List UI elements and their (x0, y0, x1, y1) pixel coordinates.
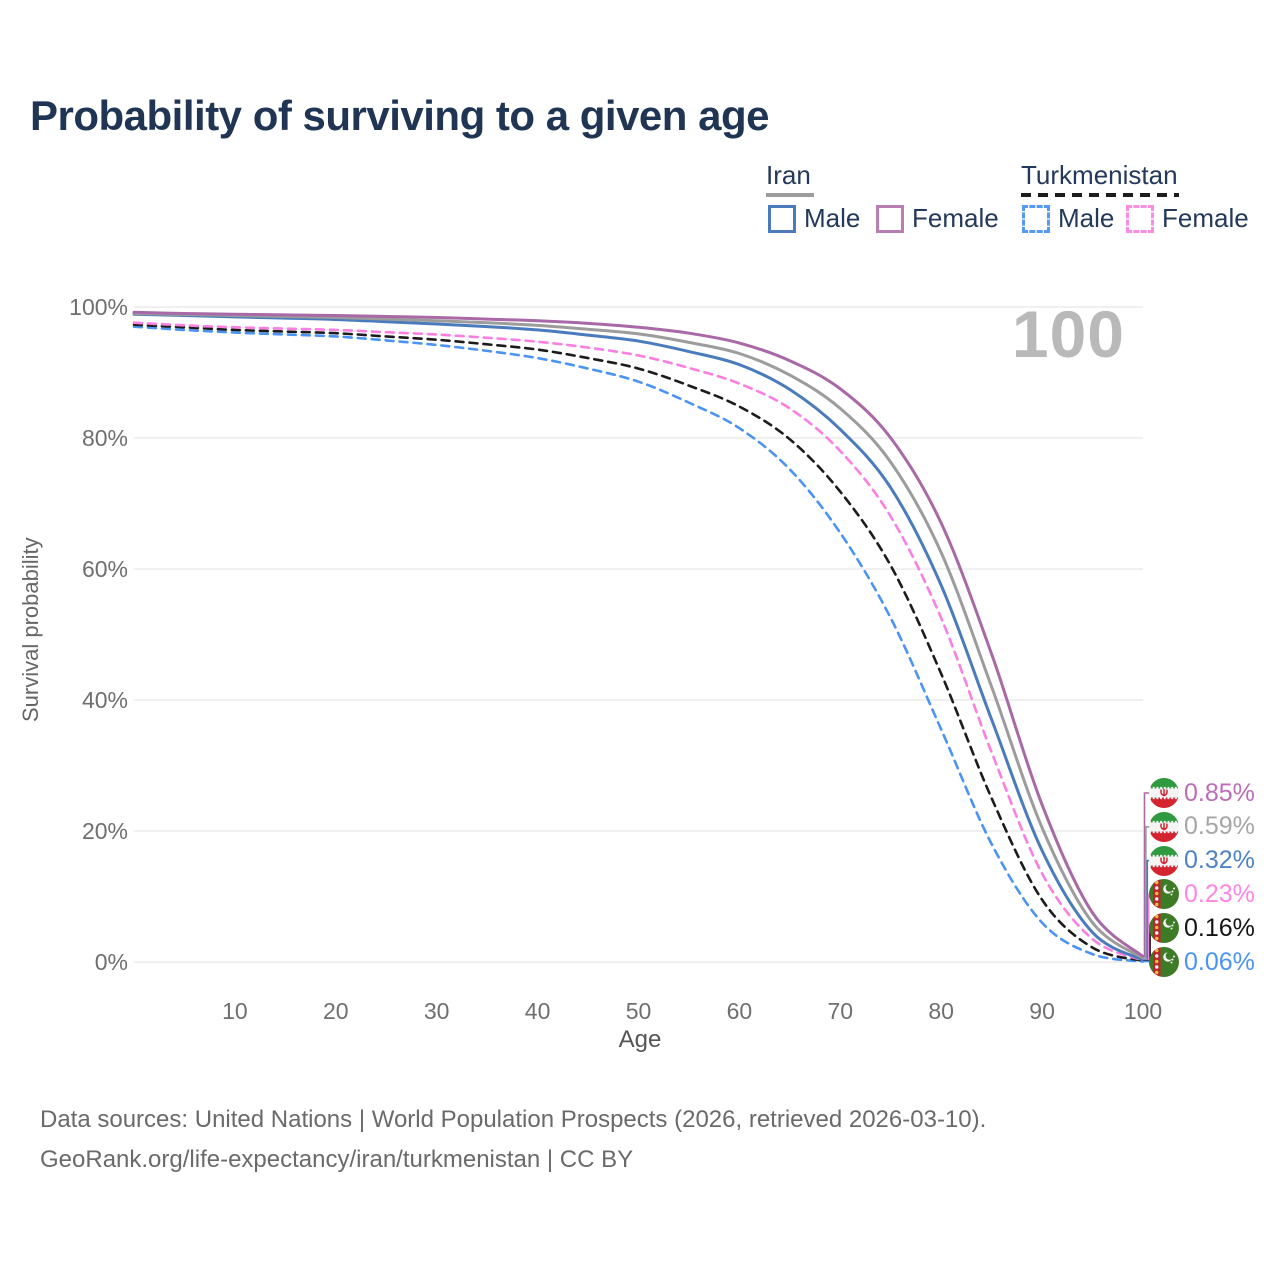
legend-turkmenistan-line-swatch (1021, 193, 1179, 197)
end-label-value: 0.16% (1184, 913, 1255, 942)
legend-checkbox-turkmenistan-female[interactable] (1126, 204, 1154, 233)
series-line-turkmenistan-female (132, 321, 1145, 962)
legend-item-turkmenistan-female[interactable]: Female (1126, 203, 1249, 234)
series-line-iran-female (132, 310, 1145, 958)
end-label-iran-both-sexes: 0.59% (1149, 811, 1255, 843)
series-line-iran-male (132, 312, 1145, 962)
x-tick-70: 70 (827, 998, 854, 1024)
end-label-turkmenistan-female: 0.23% (1149, 878, 1255, 910)
legend-iran-line-swatch (766, 193, 814, 197)
data-sources-text: Data sources: United Nations | World Pop… (40, 1106, 987, 1133)
end-label-iran-male: 0.32% (1149, 845, 1255, 877)
y-tick-0pct: 0% (94, 949, 128, 975)
y-tick-60pct: 60% (81, 556, 128, 582)
x-tick-10: 10 (222, 998, 248, 1024)
end-label-turkmenistan-both-sexes: 0.16% (1149, 912, 1255, 944)
x-tick-60: 60 (726, 998, 753, 1024)
hovered-age-watermark: 100 (1011, 297, 1125, 371)
end-label-value: 0.06% (1184, 947, 1255, 976)
y-tick-40pct: 40% (81, 687, 128, 713)
y-tick-80pct: 80% (81, 425, 128, 451)
legend-item-label: Male (804, 203, 861, 233)
series-line-iran-both-sexes (132, 312, 1145, 960)
end-label-value: 0.59% (1184, 812, 1255, 841)
end-label-value: 0.32% (1184, 846, 1255, 875)
x-tick-20: 20 (323, 998, 349, 1024)
x-tick-50: 50 (625, 998, 652, 1024)
legend-item-iran-female[interactable]: Female (876, 203, 999, 234)
y-tick-100pct: 100% (69, 294, 128, 320)
attribution-text: GeoRank.org/life-expectancy/iran/turkmen… (40, 1146, 634, 1173)
legend-item-label: Female (912, 203, 999, 233)
legend-checkbox-iran-male[interactable] (768, 204, 796, 233)
y-tick-20pct: 20% (81, 818, 128, 844)
page-title: Probability of surviving to a given age (30, 92, 769, 139)
turkmenistan-flag-icon (1149, 879, 1179, 910)
x-axis-label: Age (618, 1026, 662, 1053)
iran-flag-icon (1149, 811, 1179, 842)
x-tick-90: 90 (1029, 998, 1055, 1024)
end-label-turkmenistan-male: 0.06% (1149, 946, 1255, 978)
legend-item-turkmenistan-male[interactable]: Male (1022, 203, 1114, 234)
iran-flag-icon (1149, 845, 1179, 876)
end-label-connector-iran-both-sexes (1143, 826, 1150, 959)
plot-hover-area[interactable] (134, 307, 1143, 962)
legend-group-iran[interactable]: Iran (766, 160, 811, 190)
y-axis-label: Survival probability (18, 537, 43, 723)
end-label-iran-female: 0.85% (1149, 777, 1255, 809)
legend-checkbox-turkmenistan-male[interactable] (1022, 204, 1050, 233)
series-line-turkmenistan-male (132, 325, 1145, 963)
end-label-value: 0.23% (1184, 879, 1255, 908)
series-line-turkmenistan-both-sexes (132, 323, 1145, 963)
end-label-connector-iran-female (1143, 792, 1150, 958)
turkmenistan-flag-icon (1149, 913, 1179, 944)
x-tick-80: 80 (928, 998, 954, 1024)
legend-item-label: Female (1162, 203, 1249, 233)
x-tick-100: 100 (1123, 998, 1163, 1024)
end-label-value: 0.85% (1184, 778, 1255, 807)
legend-checkbox-iran-female[interactable] (876, 204, 904, 233)
turkmenistan-flag-icon (1149, 947, 1179, 977)
legend-group-turkmenistan[interactable]: Turkmenistan (1021, 160, 1178, 190)
x-tick-30: 30 (423, 998, 450, 1024)
legend-item-label: Male (1058, 203, 1115, 233)
legend-item-iran-male[interactable]: Male (768, 203, 860, 234)
iran-flag-icon (1149, 778, 1179, 808)
x-tick-40: 40 (524, 998, 551, 1024)
